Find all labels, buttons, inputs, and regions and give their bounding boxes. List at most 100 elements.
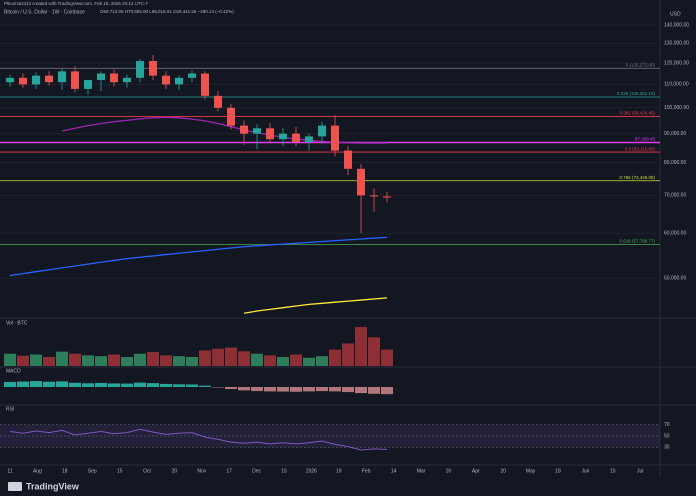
macd-bar bbox=[381, 387, 393, 395]
volume-bar bbox=[173, 356, 185, 366]
candle-body bbox=[318, 125, 326, 137]
volume-bar bbox=[251, 353, 263, 366]
macd-bar bbox=[186, 384, 198, 387]
volume-bar bbox=[56, 351, 68, 366]
volume-bar bbox=[381, 349, 393, 366]
x-tick-label: Oct bbox=[143, 468, 151, 474]
x-tick-label: 16 bbox=[446, 468, 452, 474]
candle-body bbox=[58, 71, 66, 83]
symbol: Bitcoin / U.S. Dollar · 1W · Coinbase bbox=[4, 9, 85, 15]
candle-body bbox=[240, 125, 248, 134]
volume-bar bbox=[82, 355, 94, 366]
candle-body bbox=[97, 73, 105, 80]
macd-bar bbox=[173, 384, 185, 387]
y-tick-label: 130,000.00 bbox=[664, 41, 689, 47]
candle-body bbox=[331, 125, 339, 151]
x-tick-label: Sep bbox=[88, 468, 97, 474]
macd-bar bbox=[212, 387, 224, 388]
macd-bar bbox=[17, 381, 29, 387]
macd-bar bbox=[368, 387, 380, 394]
x-tick-label: Apr bbox=[472, 468, 480, 474]
x-tick-label: 14 bbox=[391, 468, 397, 474]
volume-bar bbox=[316, 356, 328, 366]
volume-bar bbox=[355, 327, 367, 366]
rsi-tick-label: 50 bbox=[664, 433, 670, 439]
x-tick-label: Dec bbox=[252, 468, 261, 474]
candle-body bbox=[292, 133, 300, 142]
volume-bar bbox=[4, 353, 16, 366]
volume-bar bbox=[147, 352, 159, 366]
volume-bar bbox=[121, 356, 133, 366]
macd-bar bbox=[160, 383, 172, 387]
x-tick-label: 2026 bbox=[306, 468, 317, 474]
volume-bar bbox=[212, 348, 224, 366]
candle-body bbox=[357, 168, 365, 196]
x-tick-label: 19 bbox=[336, 468, 342, 474]
level-label: 0 (126,272.00) bbox=[626, 62, 656, 67]
macd-bar bbox=[199, 385, 211, 387]
macd-bar bbox=[329, 387, 341, 392]
x-tick-label: 11 bbox=[7, 468, 12, 474]
level-label: 87,289.45 bbox=[635, 137, 656, 142]
candle-body bbox=[383, 196, 391, 198]
macd-bar bbox=[95, 382, 107, 387]
candle-body bbox=[305, 136, 313, 142]
candle-body bbox=[84, 79, 92, 89]
candle-body bbox=[136, 61, 144, 78]
x-tick-label: Nov bbox=[197, 468, 206, 474]
candle-body bbox=[162, 75, 170, 85]
level-label: 0.786 (73,426.08) bbox=[619, 175, 655, 180]
x-tick-label: Jul bbox=[637, 468, 643, 474]
x-tick-label: 17 bbox=[226, 468, 232, 474]
macd-bar bbox=[121, 383, 133, 387]
x-tick-label: 15 bbox=[117, 468, 123, 474]
macd-bar bbox=[238, 387, 250, 391]
macd-bar bbox=[4, 381, 16, 387]
rsi-title: RSI bbox=[6, 406, 14, 412]
volume-bar bbox=[264, 355, 276, 366]
macd-bar bbox=[69, 382, 81, 387]
volume-bar bbox=[160, 355, 172, 366]
macd-bar bbox=[303, 387, 315, 392]
candle-body bbox=[201, 73, 209, 96]
volume-bar bbox=[17, 355, 29, 366]
y-tick-label: 90,000.00 bbox=[664, 131, 686, 137]
rsi-tick-label: 70 bbox=[664, 422, 670, 428]
volume-bar bbox=[95, 356, 107, 366]
macd-bar bbox=[277, 387, 289, 392]
macd-bar bbox=[251, 387, 263, 392]
volume-title: Vol · BTC bbox=[6, 320, 28, 326]
candle-body bbox=[19, 77, 27, 85]
macd-bar bbox=[225, 387, 237, 390]
macd-bar bbox=[56, 381, 68, 387]
credit: Pltcomia2113 created with TradingView.co… bbox=[4, 1, 148, 6]
x-tick-label: 18 bbox=[62, 468, 68, 474]
volume-bar bbox=[329, 349, 341, 366]
y-tick-label: 140,000.00 bbox=[664, 23, 689, 29]
volume-bar bbox=[108, 354, 120, 366]
candle-body bbox=[149, 61, 157, 76]
volume-bar bbox=[186, 356, 198, 366]
candle-body bbox=[32, 75, 40, 85]
y-tick-label: 100,000.00 bbox=[664, 105, 689, 111]
y-tick-label: 110,000.00 bbox=[664, 82, 689, 88]
x-tick-label: 15 bbox=[610, 468, 616, 474]
volume-bar bbox=[368, 337, 380, 366]
volume-bar bbox=[69, 353, 81, 366]
ohlc: O69,713.95 H70,955.00 L68,018.01 C69,441… bbox=[100, 9, 234, 14]
x-tick-label: 20 bbox=[172, 468, 178, 474]
macd-title: MACD bbox=[6, 368, 21, 374]
macd-bar bbox=[147, 383, 159, 387]
x-tick-label: May bbox=[526, 468, 536, 474]
x-tick-label: 20 bbox=[500, 468, 506, 474]
macd-bar bbox=[30, 381, 42, 387]
volume-bar bbox=[303, 357, 315, 366]
y-tick-label: 80,000.00 bbox=[664, 160, 686, 166]
candle-body bbox=[279, 133, 287, 140]
macd-bar bbox=[355, 387, 367, 394]
volume-bar bbox=[290, 354, 302, 366]
x-tick-label: 15 bbox=[281, 468, 287, 474]
y-tick-label: 120,000.00 bbox=[664, 60, 689, 66]
rsi-tick-label: 30 bbox=[664, 445, 670, 451]
